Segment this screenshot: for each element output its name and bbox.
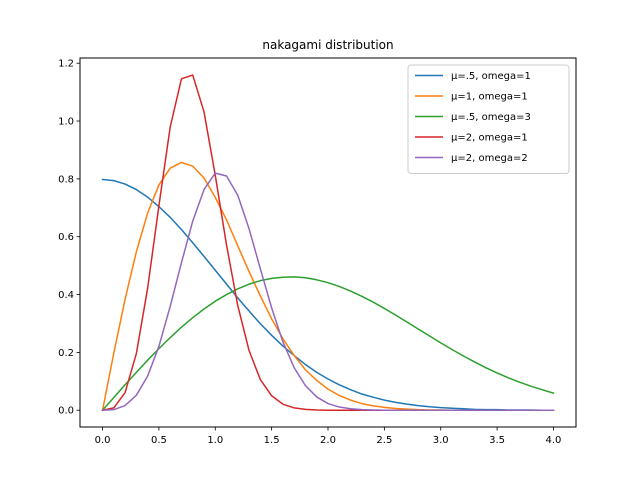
plot-lines: [101, 74, 555, 412]
legend-label-4: μ=2, omega=1: [451, 133, 528, 144]
x-tick-label: 1.5: [264, 435, 280, 446]
x-tick-label: 1.0: [207, 435, 223, 446]
x-tick-label: 0.0: [95, 435, 111, 446]
x-tick-label: 2.5: [376, 435, 392, 446]
legend-label-1: μ=.5, omega=1: [451, 71, 531, 82]
y-tick-label: 0.4: [58, 290, 74, 301]
legend-label-2: μ=1, omega=1: [451, 92, 528, 103]
y-tick-label: 1.0: [58, 117, 74, 128]
series-line-1: [101, 178, 555, 411]
x-tick-label: 4.0: [546, 435, 562, 446]
x-tick-label: 3.5: [489, 435, 505, 446]
series-line-3: [101, 276, 555, 412]
y-tick-label: 0.0: [58, 406, 74, 417]
y-tick-label: 0.2: [58, 348, 74, 359]
legend-box: [407, 64, 570, 174]
chart-title: nakagami distribution: [262, 38, 393, 52]
y-axis: 0.0 0.2 0.4 0.6 0.8 1.0 1.2: [58, 59, 80, 417]
y-tick-label: 0.8: [58, 174, 74, 185]
legend-label-5: μ=2, omega=2: [451, 153, 528, 164]
x-tick-label: 3.0: [433, 435, 449, 446]
y-tick-label: 1.2: [58, 59, 74, 70]
x-tick-label: 0.5: [151, 435, 167, 446]
y-tick-label: 0.6: [58, 232, 74, 243]
x-axis: 0.0 0.5 1.0 1.5 2.0 2.5 3.0 3.5 4.0: [95, 427, 562, 446]
x-tick-label: 2.0: [320, 435, 336, 446]
legend: μ=.5, omega=1 μ=1, omega=1 μ=.5, omega=3 μ=…: [407, 64, 570, 174]
legend-label-3: μ=.5, omega=3: [451, 112, 531, 123]
series-line-5: [101, 172, 555, 412]
